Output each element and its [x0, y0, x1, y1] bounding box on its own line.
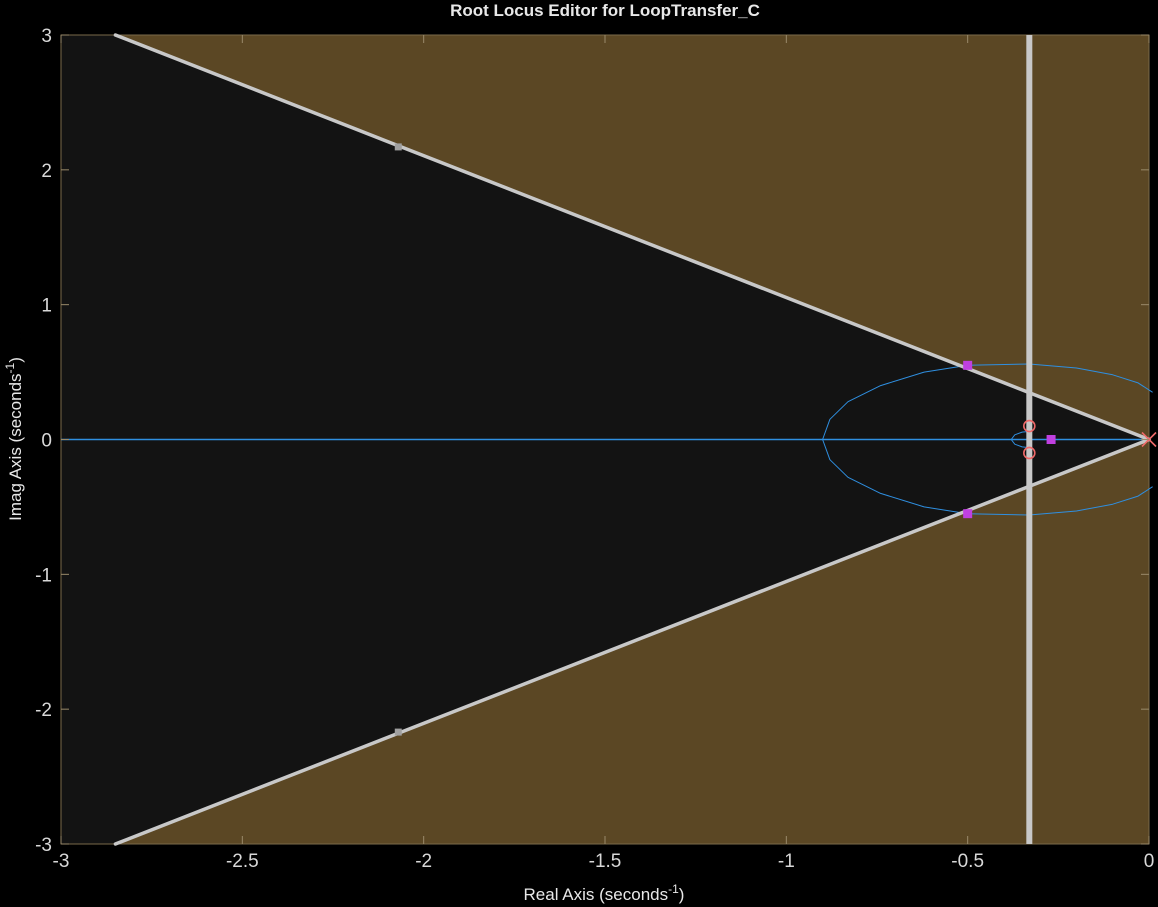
x-tick-label: -1 — [778, 851, 795, 872]
zero-marker-1[interactable] — [1023, 419, 1036, 433]
x-tick-label: 0 — [1144, 851, 1155, 872]
y-axis-label-text: Imag Axis (seconds — [6, 373, 25, 520]
y-tick-label: 3 — [41, 26, 52, 47]
ticks-layer: -3 -2.5 -2 -1.5 -1 -0.5 0 -3 -2 -1 0 1 2 3 — [35, 26, 1154, 872]
chart-title: Root Locus Editor for LoopTransfer_C — [450, 1, 760, 20]
y-axis-label: Imag Axis (seconds-1) — [3, 357, 25, 521]
locus-branch-inner-loop[interactable] — [1010, 430, 1030, 449]
locus-branch-outer-loop[interactable] — [822, 363, 1153, 516]
x-axis-label: Real Axis (seconds-1) — [524, 882, 685, 904]
y-tick-label: -3 — [35, 835, 52, 856]
closed-loop-pole-1[interactable] — [963, 360, 973, 370]
y-tick-label: 1 — [41, 296, 52, 317]
y-axis-label-exponent: -1 — [3, 362, 17, 373]
x-tick-label: -2 — [415, 851, 432, 872]
y-axis-label-close: ) — [6, 357, 25, 363]
y-tick-label: -1 — [35, 565, 52, 586]
damping-constraint-handle-2[interactable] — [394, 728, 402, 736]
zero-marker-2[interactable] — [1023, 446, 1036, 460]
x-axis-label-text: Real Axis (seconds — [524, 885, 669, 904]
damping-constraint-handle-1[interactable] — [394, 143, 402, 151]
y-tick-label: 2 — [41, 161, 52, 182]
x-axis-label-close: ) — [679, 885, 685, 904]
damping-constraint-lower-line[interactable] — [113, 437, 1151, 846]
x-tick-label: -2.5 — [226, 851, 259, 872]
x-tick-label: -0.5 — [951, 851, 984, 872]
closed-loop-pole-2[interactable] — [963, 509, 973, 519]
damping-constraint-upper-line[interactable] — [113, 33, 1151, 442]
x-tick-label: -1.5 — [589, 851, 622, 872]
y-tick-label: 0 — [41, 431, 52, 452]
closed-loop-pole-3[interactable] — [1046, 435, 1056, 444]
data-layer — [61, 33, 1157, 846]
y-tick-label: -2 — [35, 700, 52, 721]
x-axis-label-exponent: -1 — [668, 882, 679, 896]
x-tick-label: -3 — [53, 851, 70, 872]
